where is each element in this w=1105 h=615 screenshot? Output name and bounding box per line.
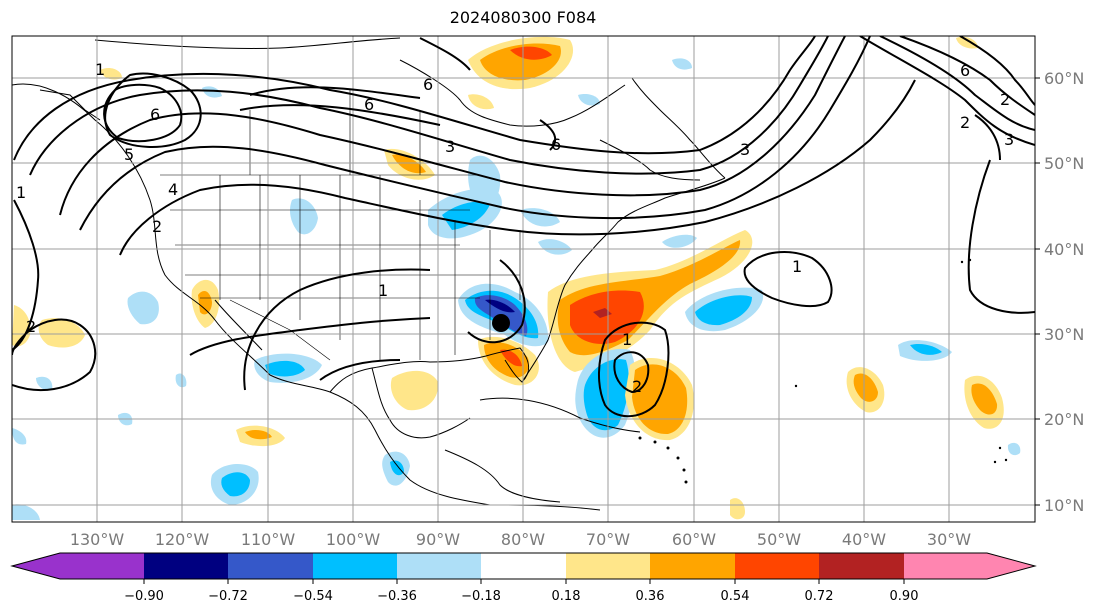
contour-label: 1 (95, 60, 105, 79)
colorbar-cell (904, 553, 1035, 579)
contour-label: 2 (960, 113, 970, 132)
lon-label-130w: 130°W (70, 530, 125, 549)
colorbar-tick-label: 0.18 (552, 589, 581, 604)
colorbar-cell (735, 553, 819, 579)
lon-label-90w: 90°W (416, 530, 460, 549)
coastlines (12, 37, 726, 511)
contour-label: 1 (378, 281, 388, 300)
state-borders (160, 90, 521, 361)
colorbar-cell (228, 553, 313, 579)
contour-label: 6 (960, 61, 970, 80)
colorbar: −0.90 −0.72 −0.54 −0.36 −0.18 0.18 0.36 … (10, 552, 1037, 604)
map-title: 2024080300 F084 (449, 8, 597, 27)
lat-label-50n: 50°N (1044, 154, 1084, 173)
lon-label-100w: 100°W (326, 530, 381, 549)
contour-label: 3 (445, 137, 455, 156)
colorbar-cell (144, 553, 228, 579)
lat-label-30n: 30°N (1044, 325, 1084, 344)
colorbar-cell (313, 553, 397, 579)
lon-label-30w: 30°W (927, 530, 971, 549)
colorbar-tick-label: −0.90 (124, 589, 164, 604)
colorbar-tick-label: 0.72 (805, 589, 834, 604)
contour-label: 6 (423, 75, 433, 94)
colorbar-cell (819, 553, 904, 579)
colorbar-tick-label: 0.36 (636, 589, 665, 604)
latitude-labels: 60°N 50°N 40°N 30°N 20°N 10°N (1035, 69, 1084, 515)
colorbar-tick-label: −0.54 (293, 589, 333, 604)
lat-label-10n: 10°N (1044, 496, 1084, 515)
lon-label-40w: 40°W (842, 530, 886, 549)
lon-label-70w: 70°W (586, 530, 630, 549)
lon-label-110w: 110°W (241, 530, 296, 549)
storm-center-marker (492, 314, 510, 332)
contour-label: 1 (16, 183, 26, 202)
contour-label: 5 (124, 145, 134, 164)
lat-label-60n: 60°N (1044, 69, 1084, 88)
colorbar-cell (397, 553, 481, 579)
contour-labels: 6 6 6 6 5 4 3 3 2 2 2 1 1 1 1 2 1 6 3 2 (16, 60, 1014, 396)
lon-label-60w: 60°W (672, 530, 716, 549)
contour-label: 2 (1000, 90, 1010, 109)
colorbar-cell (12, 553, 144, 579)
contour-label: 1 (622, 330, 632, 349)
lat-label-40n: 40°N (1044, 240, 1084, 259)
lon-label-50w: 50°W (757, 530, 801, 549)
map-border (11, 35, 1036, 523)
colorbar-tick-label: −0.18 (461, 589, 501, 604)
contour-label: 2 (152, 217, 162, 236)
colorbar-tick-label: −0.36 (377, 589, 417, 604)
contour-label: 1 (792, 257, 802, 276)
contour-label: 2 (632, 377, 642, 396)
contour-label: 3 (740, 140, 750, 159)
height-contours (12, 36, 1035, 418)
lon-label-80w: 80°W (501, 530, 545, 549)
contour-label: 2 (26, 317, 36, 336)
colorbar-tick-label: −0.72 (208, 589, 248, 604)
contour-label: 3 (1004, 130, 1014, 149)
longitude-labels: 130°W 120°W 110°W 100°W 90°W 80°W 70°W 6… (70, 530, 971, 549)
colorbar-tick-label: 0.54 (721, 589, 750, 604)
colorbar-tick-label: 0.90 (890, 589, 919, 604)
contour-label: 6 (364, 95, 374, 114)
colorbar-cell (650, 553, 735, 579)
lat-label-20n: 20°N (1044, 410, 1084, 429)
lon-label-120w: 120°W (155, 530, 210, 549)
contour-label: 6 (551, 135, 561, 154)
colorbar-cell (566, 553, 650, 579)
contour-label: 4 (168, 180, 178, 199)
contour-label: 6 (150, 105, 160, 124)
colorbar-cell (481, 553, 566, 579)
